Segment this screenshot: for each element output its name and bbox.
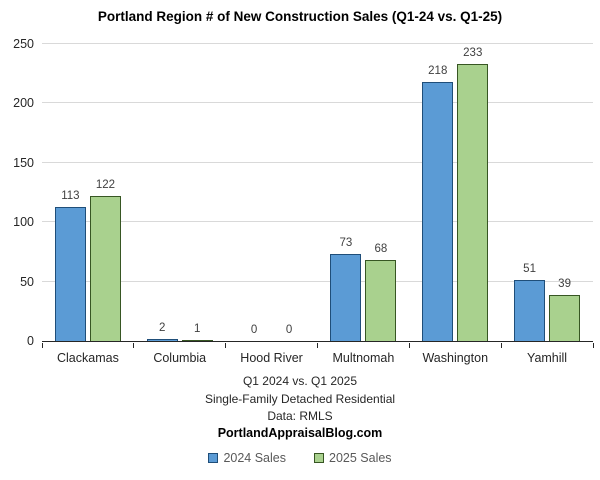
x-axis-tick: [500, 342, 502, 348]
bar-2024-sales: [422, 82, 454, 341]
y-tick-label: 200: [13, 96, 34, 111]
footer-data-source-label: Data: RMLS: [267, 409, 333, 423]
chart-title: Portland Region # of New Construction Sa…: [97, 9, 503, 24]
legend-item: 2024 Sales: [208, 451, 286, 465]
bar-value-label: 73: [339, 237, 353, 250]
gridline: [42, 161, 593, 163]
y-tick-label: 250: [13, 37, 34, 51]
x-axis-tick: [225, 342, 227, 348]
footer-website-label: PortlandAppraisalBlog.com: [217, 426, 383, 440]
bar-value-label: 218: [428, 65, 448, 78]
legend: 2024 Sales 2025 Sales: [0, 450, 600, 466]
gridline: [42, 221, 593, 223]
y-axis-labels: 0 50 100 150 200 250: [0, 0, 34, 360]
footer-period-label: Q1 2024 vs. Q1 2025: [242, 374, 358, 388]
x-axis-tick: [317, 342, 318, 348]
bar-2024-sales: [330, 254, 362, 341]
bar-value-label: 2: [159, 321, 166, 334]
gridline: [42, 43, 593, 44]
bar-value-label: 51: [523, 263, 536, 276]
x-axis-tick: [408, 342, 410, 348]
legend-swatch-icon: [314, 453, 324, 463]
legend-item: 2025 Sales: [314, 451, 392, 465]
plot-area: 113 122 2 1 0 0 73 68 218 233 51 39: [41, 43, 594, 348]
footer-property-type-label: Single-Family Detached Residential: [204, 392, 396, 406]
bar-2024-sales: [146, 338, 178, 341]
category-label: Columbia: [153, 351, 207, 365]
bar-2025-sales: [365, 260, 397, 341]
bar-value-label: 68: [374, 243, 388, 256]
bar-2024-sales: [54, 206, 86, 341]
legend-swatch-icon: [208, 453, 219, 463]
y-tick-label: 50: [20, 274, 34, 289]
bar-2024-sales: [514, 280, 546, 341]
legend-label: 2025 Sales: [329, 451, 392, 465]
x-axis-tick: [592, 342, 594, 348]
category-label: Multnomah: [332, 351, 395, 365]
y-tick-label: 0: [27, 334, 34, 348]
bar-value-label: 0: [285, 324, 293, 336]
bar-value-label: 1: [194, 322, 201, 335]
bar-value-label: 113: [61, 189, 80, 202]
bar-2025-sales: [457, 64, 489, 341]
x-axis-tick: [41, 342, 43, 348]
bar-2025-sales: [181, 339, 213, 341]
bar-2025-sales: [549, 294, 581, 341]
bar-value-label: 122: [95, 179, 115, 192]
y-tick-label: 100: [13, 215, 34, 230]
bar-value-label: 0: [250, 324, 258, 336]
category-label: Washington: [422, 351, 489, 365]
category-label: Clackamas: [57, 351, 119, 365]
x-axis-tick: [133, 342, 135, 348]
bar-value-label: 233: [463, 47, 483, 60]
legend-label: 2024 Sales: [223, 451, 286, 465]
gridline: [42, 102, 593, 104]
y-tick-label: 150: [13, 155, 34, 170]
bar-2025-sales: [89, 196, 121, 341]
bar-value-label: 39: [558, 277, 571, 290]
x-axis-labels: Clackamas Columbia Hood River Multnomah Wash…: [42, 350, 593, 366]
category-label: Hood River: [240, 351, 303, 365]
category-label: Yamhill: [527, 351, 568, 365]
gridline: [42, 280, 593, 282]
